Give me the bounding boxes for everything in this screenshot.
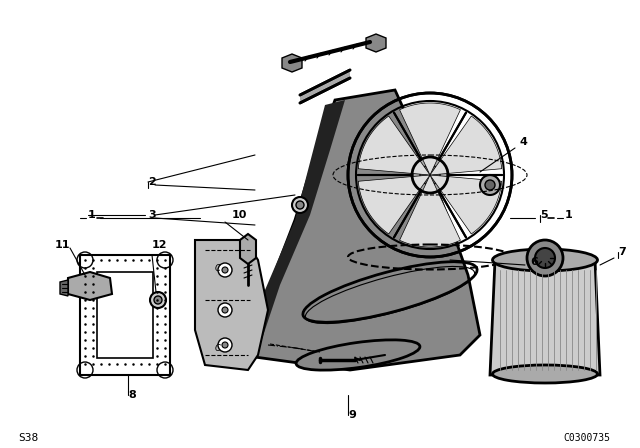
Text: 1: 1 <box>565 210 573 220</box>
Circle shape <box>222 342 228 348</box>
Circle shape <box>480 175 500 195</box>
Text: S38: S38 <box>18 433 38 443</box>
Polygon shape <box>68 272 112 300</box>
Polygon shape <box>60 280 68 296</box>
Ellipse shape <box>493 365 598 383</box>
Text: 7: 7 <box>618 247 626 257</box>
Polygon shape <box>195 240 268 370</box>
Circle shape <box>222 307 228 313</box>
Circle shape <box>218 263 232 277</box>
Circle shape <box>154 296 162 304</box>
Polygon shape <box>240 234 256 264</box>
Polygon shape <box>250 100 345 348</box>
Text: 12: 12 <box>152 240 168 250</box>
Polygon shape <box>358 175 430 234</box>
Text: C0300735: C0300735 <box>563 433 610 443</box>
Polygon shape <box>399 175 460 247</box>
Text: 4: 4 <box>520 137 528 147</box>
Polygon shape <box>366 34 386 52</box>
Polygon shape <box>320 350 344 370</box>
Circle shape <box>218 338 232 352</box>
Polygon shape <box>97 272 153 358</box>
Circle shape <box>150 292 166 308</box>
Circle shape <box>485 180 495 190</box>
Text: 2: 2 <box>148 177 156 187</box>
Circle shape <box>296 201 304 209</box>
Polygon shape <box>300 70 350 103</box>
Polygon shape <box>399 103 460 175</box>
Text: 1: 1 <box>88 210 96 220</box>
Text: 6: 6 <box>530 257 538 267</box>
Circle shape <box>218 303 232 317</box>
Text: 10: 10 <box>232 210 248 220</box>
Text: C: C <box>215 344 221 353</box>
Circle shape <box>535 248 555 268</box>
Polygon shape <box>430 116 502 175</box>
Circle shape <box>412 157 448 193</box>
Ellipse shape <box>296 340 420 370</box>
Polygon shape <box>358 116 430 175</box>
Text: C: C <box>215 263 221 272</box>
Text: 8: 8 <box>128 390 136 400</box>
Text: 3: 3 <box>148 210 156 220</box>
Circle shape <box>527 240 563 276</box>
Text: 11: 11 <box>55 240 70 250</box>
Text: 9: 9 <box>348 410 356 420</box>
Polygon shape <box>430 175 502 234</box>
Text: 5: 5 <box>540 210 548 220</box>
Ellipse shape <box>493 249 598 271</box>
Circle shape <box>222 267 228 273</box>
Polygon shape <box>240 90 480 370</box>
Polygon shape <box>490 260 600 375</box>
Circle shape <box>292 197 308 213</box>
Circle shape <box>420 165 440 185</box>
Polygon shape <box>282 54 302 72</box>
